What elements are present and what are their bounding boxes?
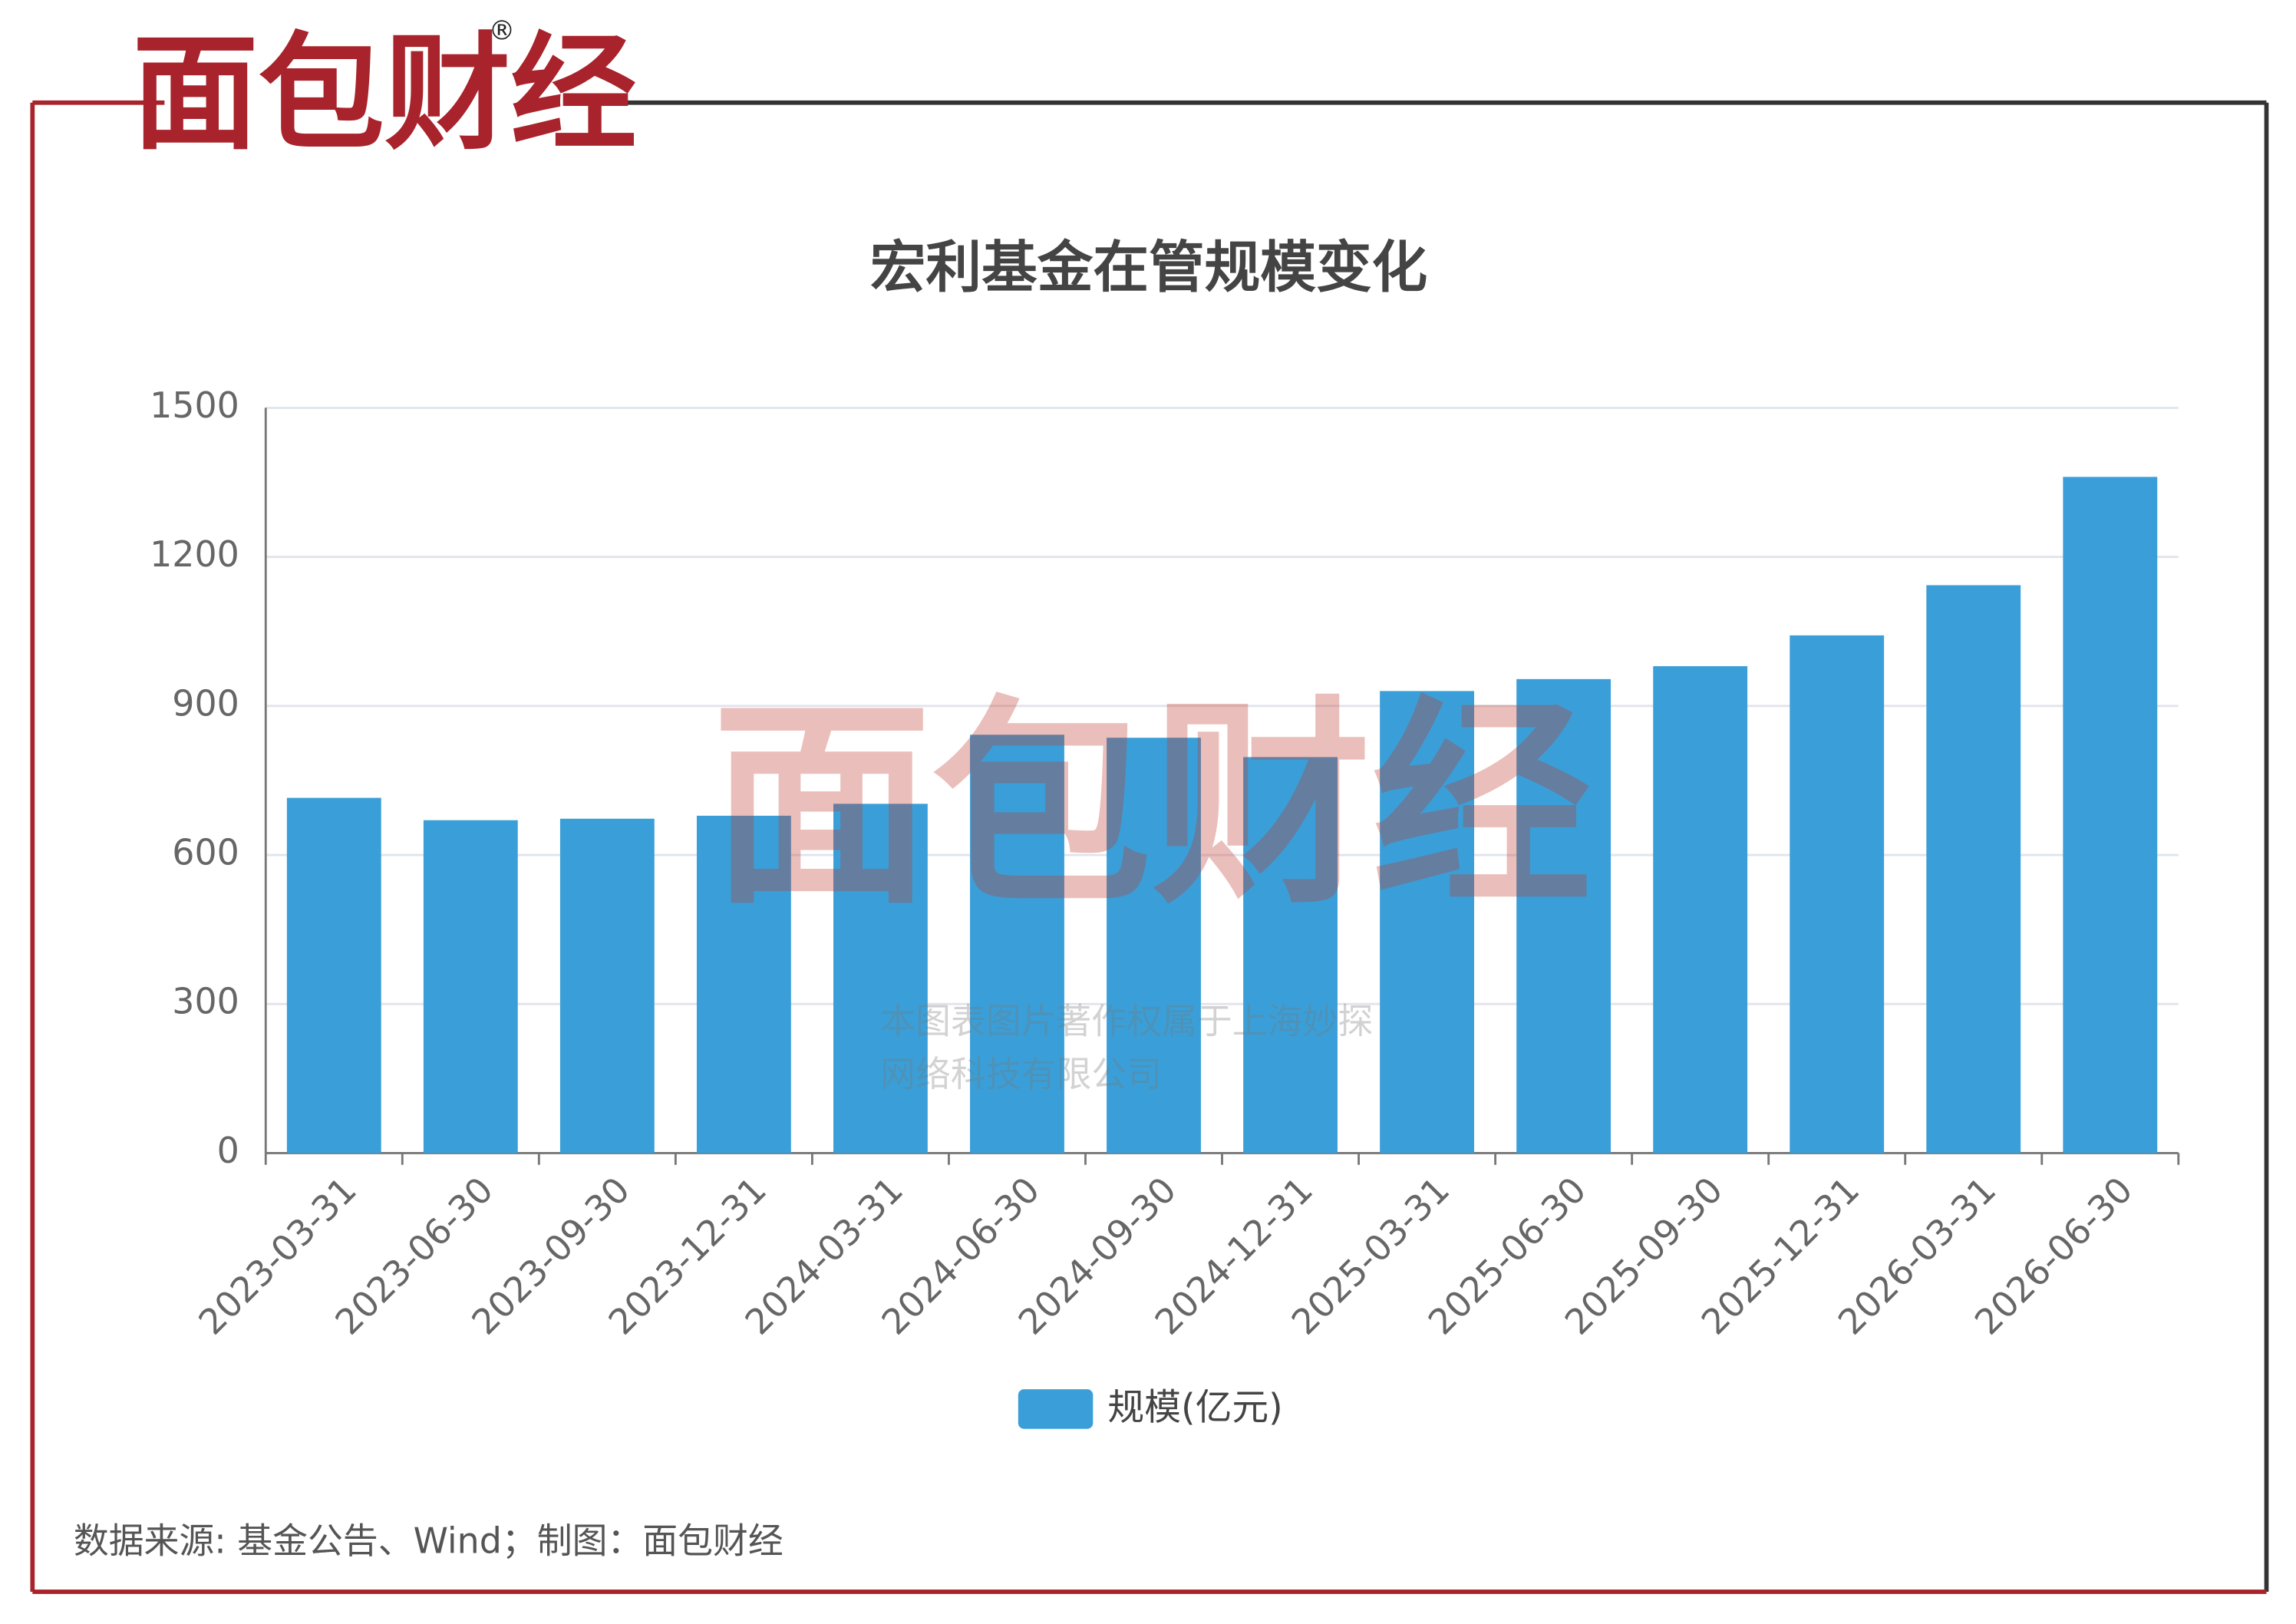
- watermark-text: 本图表图片著作权属于上海妙探: [880, 1001, 1373, 1042]
- bar: [559, 818, 655, 1154]
- bar: [1516, 678, 1611, 1154]
- registered-mark: ®: [489, 16, 515, 47]
- y-tick-label: 1200: [150, 533, 239, 575]
- watermark-logo: 面包财经: [711, 678, 1592, 934]
- bar: [423, 820, 518, 1154]
- y-tick-label: 0: [217, 1130, 239, 1171]
- watermark-text: 网络科技有限公司: [880, 1054, 1162, 1095]
- y-tick-label: 1500: [150, 385, 239, 426]
- bar: [1107, 738, 1201, 1154]
- legend-label: 规模(亿元): [1107, 1387, 1282, 1429]
- bar: [1380, 691, 1475, 1154]
- y-tick-label: 900: [172, 682, 239, 724]
- bar: [1243, 757, 1338, 1154]
- y-tick-label: 600: [172, 832, 239, 873]
- bar: [2063, 477, 2158, 1154]
- source-note: 数据来源: 基金公告、Wind；制图：面包财经: [74, 1520, 783, 1561]
- watermark: 面包财经 本图表图片著作权属于上海妙探 网络科技有限公司: [711, 678, 1592, 1095]
- bar: [1653, 666, 1748, 1154]
- bar: [1926, 585, 2021, 1154]
- bar: [970, 734, 1064, 1154]
- bar: [696, 815, 791, 1154]
- chart-title: 宏利基金在管规模变化: [870, 236, 1427, 301]
- legend-swatch: [1018, 1389, 1094, 1429]
- y-tick-label: 300: [172, 981, 239, 1022]
- logo: 面包财经: [132, 20, 637, 167]
- bar: [1790, 635, 1885, 1154]
- bar: [833, 804, 928, 1154]
- bar: [286, 797, 381, 1154]
